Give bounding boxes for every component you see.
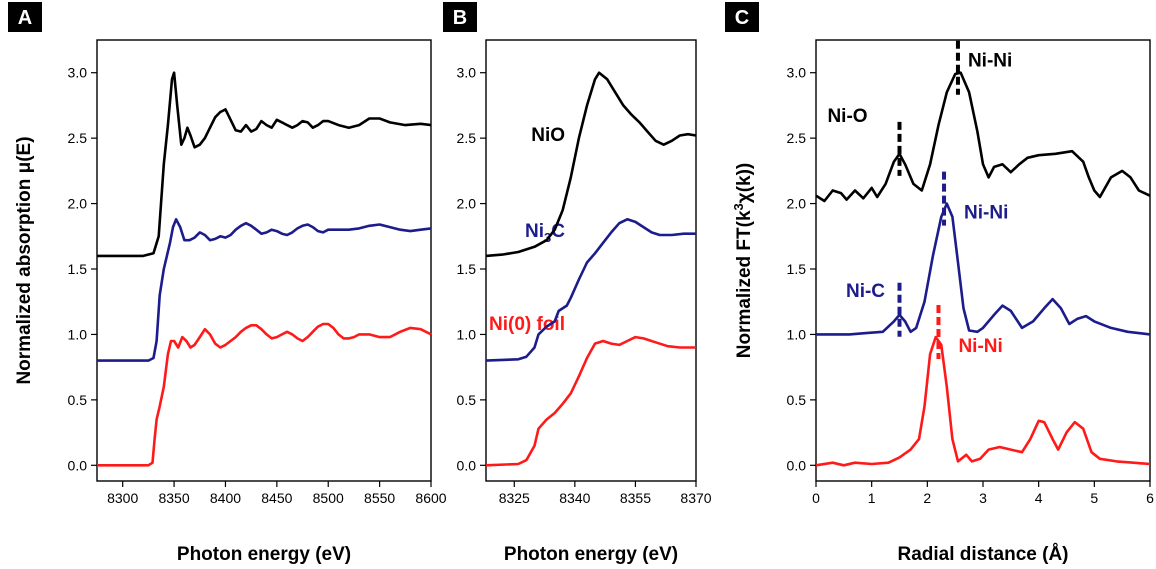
annotation-label: Ni-Ni: [964, 203, 1008, 224]
panel-b-ytick-label: 0.0: [457, 457, 477, 473]
panel-c-xtick-label: 0: [812, 490, 820, 506]
panel-c-label-box: [725, 2, 759, 32]
legend-nio: NiO: [531, 125, 565, 146]
panel-b-ytick-label: 3.0: [457, 65, 477, 81]
panel-b-series-ni3c: [485, 218, 696, 362]
panel-c-xlabel: Radial distance (Å): [897, 544, 1068, 565]
panel-b-frame: [485, 39, 697, 482]
panel-a-series-nio: [97, 71, 432, 258]
panel-c-ytick-label: 0.5: [787, 392, 807, 408]
panel-a-ytick-label: 2.5: [68, 130, 88, 146]
panel-b-xtick-label: 8370: [680, 490, 711, 506]
panel-c-xtick-label: 2: [923, 490, 931, 506]
panel-a-ytick-label: 2.0: [68, 196, 88, 212]
panel-c-ytick-label: 3.0: [787, 65, 807, 81]
panel-c-ylabel: Normalized FT(k3χ(k)): [731, 163, 755, 359]
panel-b-xtick-label: 8355: [620, 490, 651, 506]
panel-b-ytick-label: 2.5: [457, 130, 477, 146]
panel-a-ylabel: Normalized absorption μ(E): [14, 136, 35, 384]
panel-a-frame: [96, 39, 432, 482]
panel-a-xtick-label: 8550: [364, 490, 395, 506]
panel-c: C 0 1 2 3 4 5 6 0.0 0.5 1.0 1.5 2.0 2.5 3.0 Radial dis…: [725, 2, 1154, 565]
panel-a-xtick-label: 8450: [261, 490, 292, 506]
panel-c-series-ni0-foil: [815, 335, 1151, 467]
panel-c-axes: 0 1 2 3 4 5 6 0.0 0.5 1.0 1.5 2.0 2.5 3.0 Radial dista…: [731, 39, 1154, 565]
panel-b-axes: 8325 8340 8355 8370 0.0 0.5 1.0 1.5 2.0 2.5 3.0 Pho…: [457, 39, 712, 565]
panel-c-xtick-label: 3: [979, 490, 987, 506]
panel-a-axes: 8300 8350 8400 8450 8500 8550 8600 0.0 0.5 1.0 1.5…: [14, 39, 447, 565]
panel-b-ytick-label: 1.0: [457, 326, 477, 342]
panel-b-ytick-label: 2.0: [457, 196, 477, 212]
panel-c-xtick-label: 6: [1146, 490, 1154, 506]
panel-a-series-ni3c: [97, 218, 432, 362]
panel-c-ytick-label: 0.0: [787, 457, 807, 473]
panel-c-label: C: [735, 7, 749, 29]
panel-a-xtick-label: 8400: [210, 490, 241, 506]
panel-a-ytick-label: 1.5: [68, 261, 88, 277]
panel-b-label: B: [453, 7, 467, 29]
panel-a-xtick-label: 8350: [158, 490, 189, 506]
annotation-label: Ni-O: [827, 106, 867, 127]
annotation-label: Ni-Ni: [968, 51, 1012, 72]
panel-a-xtick-label: 8500: [313, 490, 344, 506]
annotation-label: Ni-Ni: [958, 336, 1002, 357]
panel-b-xtick-label: 8325: [499, 490, 530, 506]
panel-a-series-ni0-foil: [97, 322, 432, 467]
panel-a-label-box: [8, 2, 42, 32]
panel-c-xtick-label: 1: [868, 490, 876, 506]
panel-a-ytick-label: 0.0: [68, 457, 88, 473]
panel-b-series-ni0-foil: [485, 335, 696, 467]
panel-c-series-ni3c: [816, 202, 1151, 336]
panel-c-xtick-label: 5: [1090, 490, 1098, 506]
panel-a-ytick-label: 3.0: [68, 65, 88, 81]
panel-a: A 8300 8350 8400 8450 8500 8550 8600 0.0 0.5 1.0 1…: [8, 2, 565, 565]
panel-c-series-nio: [815, 71, 1151, 203]
panel-b: B 8325 8340 8355 8370 0.0 0.5 1.0 1.5 2.0 2.5 3.0 P…: [443, 2, 712, 565]
legend-ni0-foil: Ni(0) foil: [489, 314, 565, 335]
panel-b-ytick-label: 0.5: [457, 392, 477, 408]
panel-a-ytick-label: 1.0: [68, 326, 88, 342]
panel-b-series-nio: [485, 71, 697, 258]
panel-c-ytick-label: 2.5: [787, 130, 807, 146]
panel-c-ytick-label: 1.0: [787, 326, 807, 342]
panel-b-label-box: [443, 2, 477, 32]
panel-a-ytick-label: 0.5: [68, 392, 88, 408]
panel-b-ytick-label: 1.5: [457, 261, 477, 277]
panel-c-ytick-label: 2.0: [787, 196, 807, 212]
panel-b-xtick-label: 8340: [559, 490, 590, 506]
panel-c-ytick-label: 1.5: [787, 261, 807, 277]
annotation-label: Ni-C: [846, 281, 885, 302]
panel-c-xtick-label: 4: [1035, 490, 1043, 506]
panel-a-label: A: [18, 7, 32, 29]
panel-b-xlabel: Photon energy (eV): [504, 544, 678, 565]
panel-a-xtick-label: 8600: [415, 490, 446, 506]
panel-a-xtick-label: 8300: [107, 490, 138, 506]
panel-a-xlabel: Photon energy (eV): [177, 544, 351, 565]
